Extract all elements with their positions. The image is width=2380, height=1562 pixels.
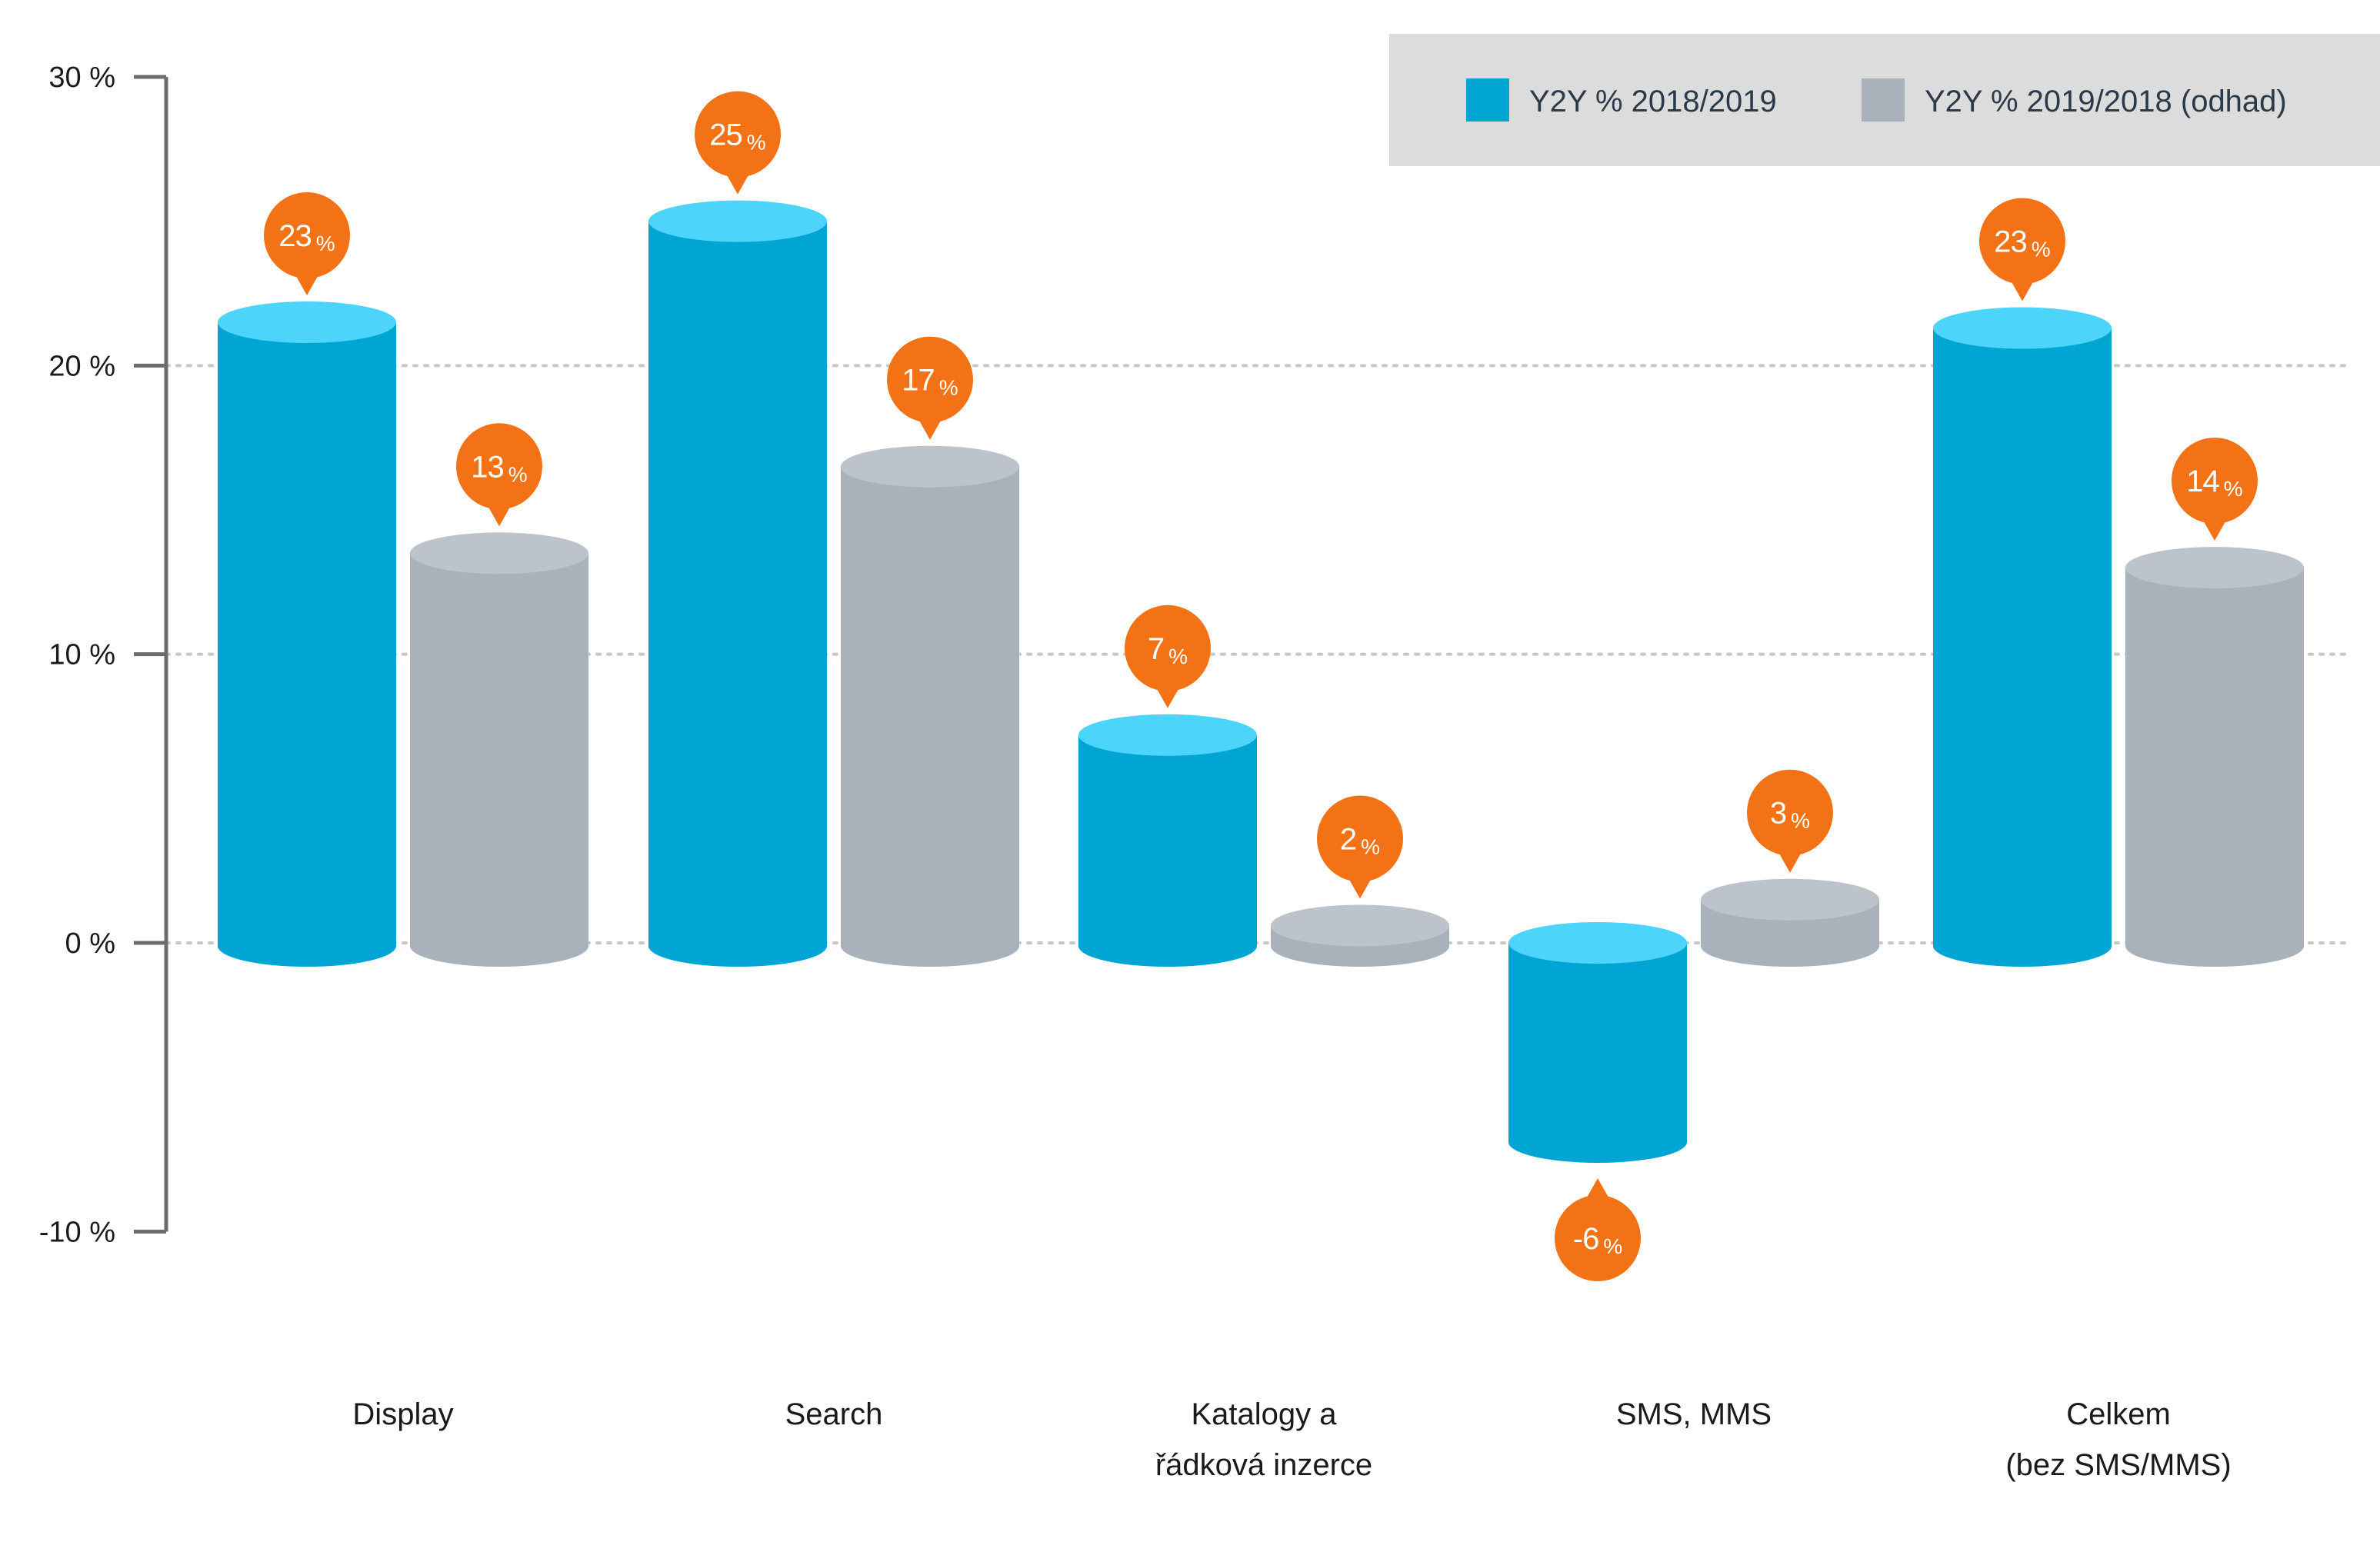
category-labels: Display Search Katalogy a řádková inzerce SM… bbox=[352, 1397, 2231, 1482]
data-label: 13% bbox=[471, 450, 527, 486]
bar bbox=[648, 200, 827, 968]
data-label: 23% bbox=[1994, 225, 2050, 261]
y-tick-label: 0 % bbox=[65, 928, 115, 960]
bar-top bbox=[648, 200, 827, 242]
bubble-circle bbox=[1125, 604, 1211, 691]
bar bbox=[2125, 547, 2304, 967]
bubble-pointer bbox=[485, 501, 513, 527]
y-tick-label: 20 % bbox=[48, 350, 115, 382]
bar bbox=[1271, 904, 1449, 967]
bar-top bbox=[1078, 714, 1257, 756]
bar bbox=[841, 445, 1019, 967]
category-label: Katalogy a řádková inzerce bbox=[1155, 1397, 1372, 1482]
bar-body bbox=[1078, 734, 1257, 967]
data-label-bubble: 7% bbox=[1125, 604, 1211, 708]
bar-top bbox=[1701, 878, 1879, 921]
bubble-pointer bbox=[724, 169, 752, 195]
bar-top bbox=[1271, 904, 1449, 947]
data-label-bubble: 3% bbox=[1747, 769, 1833, 873]
data-label-bubble: 25% bbox=[695, 91, 781, 195]
data-label-bubble: 14% bbox=[2172, 438, 2258, 541]
data-labels: 23 % 25 % 7 % -6 % 23 % 13 % 17 % 2 % 3 % 14% bbox=[264, 91, 2258, 1281]
data-label: 23% bbox=[278, 219, 335, 255]
bubble-circle bbox=[2172, 438, 2258, 525]
bar bbox=[1078, 714, 1257, 967]
data-label-bubble: 23% bbox=[264, 192, 350, 296]
bubble-pointer bbox=[1776, 848, 1804, 873]
bar-top bbox=[2125, 547, 2304, 589]
bubble-pointer bbox=[916, 415, 944, 440]
bubble-pointer bbox=[1154, 683, 1182, 708]
bubble-circle bbox=[264, 192, 350, 279]
bar-body bbox=[218, 322, 396, 967]
legend-swatch bbox=[1466, 78, 1509, 122]
bubble-pointer bbox=[2201, 516, 2228, 541]
data-label: 7% bbox=[1148, 632, 1188, 668]
bubble-circle bbox=[887, 336, 973, 423]
data-label-bubble: -6% bbox=[1555, 1177, 1641, 1281]
category-label: Celkem (bez SMS/MMS) bbox=[2005, 1397, 2231, 1482]
legend-label: Y2Y % 2019/2018 (odhad) bbox=[1925, 85, 2287, 118]
y-tick-label: 30 % bbox=[48, 62, 115, 94]
bar bbox=[218, 301, 396, 967]
data-label-bubble: 17% bbox=[887, 336, 973, 440]
bubble-circle bbox=[456, 423, 542, 510]
bar bbox=[1701, 878, 1879, 967]
bar bbox=[1508, 922, 1687, 1163]
data-label: 3% bbox=[1770, 797, 1810, 833]
data-label: 25% bbox=[709, 118, 765, 155]
bubble-circle bbox=[1979, 198, 2065, 285]
data-label-bubble: 2% bbox=[1317, 795, 1403, 899]
bubble-pointer bbox=[1346, 874, 1374, 899]
data-label: 2% bbox=[1340, 822, 1380, 858]
y-tick-label: -10 % bbox=[39, 1216, 115, 1248]
bubble-circle bbox=[695, 91, 781, 178]
bar-top bbox=[1508, 922, 1687, 964]
bar-body bbox=[648, 221, 827, 968]
bubble-circle bbox=[1555, 1194, 1641, 1281]
bar-body bbox=[841, 466, 1019, 967]
bar-body bbox=[410, 553, 588, 967]
bars bbox=[218, 200, 2304, 1163]
bar bbox=[410, 532, 588, 967]
bar-top bbox=[218, 301, 396, 344]
bubble-pointer bbox=[2008, 276, 2036, 301]
bar-body bbox=[2125, 568, 2304, 967]
y-tick-label: 10 % bbox=[48, 639, 115, 671]
legend-swatch bbox=[1862, 78, 1905, 122]
bubble-circle bbox=[1747, 769, 1833, 856]
data-label: 14% bbox=[2186, 465, 2242, 501]
data-label: -6% bbox=[1573, 1222, 1622, 1258]
legend: Y2Y % 2018/2019 Y2Y % 2019/2018 (odhad) bbox=[1389, 34, 2380, 166]
data-label-bubble: 13% bbox=[456, 423, 542, 527]
category-label: Display bbox=[352, 1397, 453, 1431]
bar-top bbox=[410, 532, 588, 575]
bar-body bbox=[1933, 328, 2112, 967]
bar bbox=[1933, 307, 2112, 967]
data-label-bubble: 23% bbox=[1979, 198, 2065, 301]
bubble-circle bbox=[1317, 795, 1403, 882]
y-axis: 30 % 20 % 10 % 0 % -10 % bbox=[39, 62, 168, 1248]
bar-top bbox=[1933, 307, 2112, 349]
category-label: SMS, MMS bbox=[1616, 1397, 1772, 1431]
bar-top bbox=[841, 445, 1019, 488]
bar-body bbox=[1508, 943, 1687, 1163]
category-label: Search bbox=[785, 1397, 883, 1431]
legend-label: Y2Y % 2018/2019 bbox=[1529, 85, 1777, 118]
data-label: 17% bbox=[902, 364, 958, 400]
bubble-pointer bbox=[293, 271, 321, 296]
bubble-pointer bbox=[1584, 1177, 1612, 1203]
